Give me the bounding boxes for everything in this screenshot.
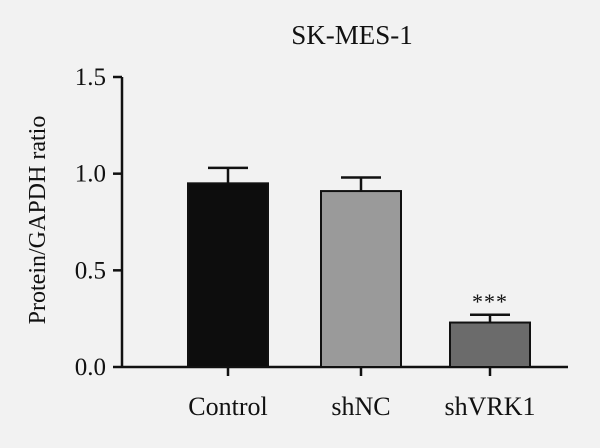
- plot-area: 0.0 0.5 1.0 1.5 Control shNC shVRK1 ***: [75, 64, 568, 421]
- bar-shvrk1: [449, 321, 531, 368]
- chart-title: SK-MES-1: [291, 20, 413, 50]
- x-tick-label: shVRK1: [444, 392, 535, 421]
- x-tick-label: shNC: [331, 392, 390, 421]
- x-tick-label: Control: [188, 392, 267, 421]
- bar-control: [187, 182, 269, 368]
- significance-marker: ***: [472, 289, 508, 314]
- y-tick-label: 0.0: [75, 354, 106, 381]
- y-tick-label: 1.5: [75, 64, 106, 91]
- y-tick-label: 0.5: [75, 257, 106, 284]
- bar-shnc: [320, 190, 402, 368]
- y-axis-label: Protein/GAPDH ratio: [25, 116, 51, 325]
- y-tick-label: 1.0: [75, 161, 106, 188]
